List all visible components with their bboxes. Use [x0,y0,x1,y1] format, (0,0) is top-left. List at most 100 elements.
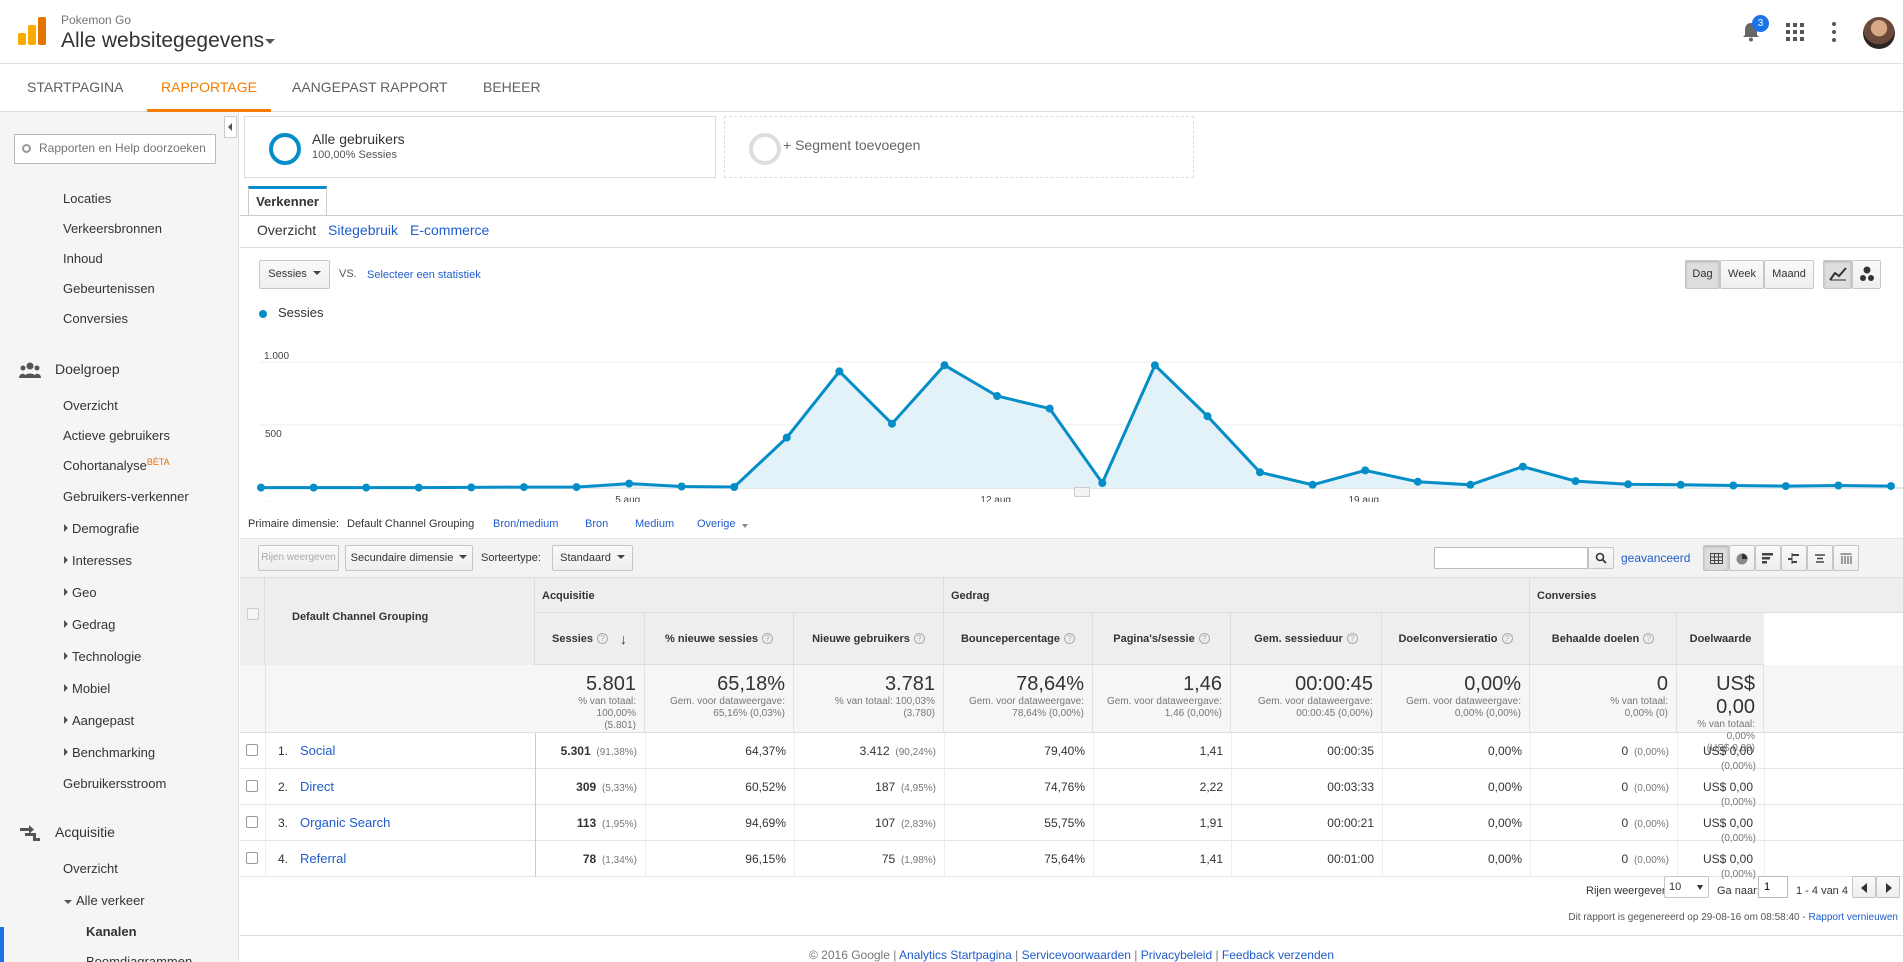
sidebar-item-aangepast[interactable]: Aangepast [64,713,134,728]
data-point[interactable] [1256,468,1264,477]
dimension-overige[interactable]: Overige [697,518,736,530]
sidebar-item-interesses[interactable]: Interesses [64,553,132,568]
col-nieuwe-gebruikers-header[interactable]: Nieuwe gebruikers? [794,613,944,665]
report-search-input[interactable] [14,134,216,164]
col-gem-sessieduur-header[interactable]: Gem. sessieduur? [1231,613,1382,665]
sidebar-item-benchmarking[interactable]: Benchmarking [64,745,155,760]
help-icon[interactable]: ? [1346,633,1358,644]
col-doelconversieratio-header[interactable]: Doelconversieratio? [1382,613,1530,665]
sidebar-item-cohortanalyse[interactable]: CohortanalyseBÈTA [63,457,170,473]
metric-select[interactable]: Sessies [259,260,330,289]
col-doelwaarde-header[interactable]: Doelwaarde [1677,613,1764,665]
caret-down-icon[interactable] [265,39,275,44]
data-point[interactable] [1729,481,1738,490]
dimension-bron-medium[interactable]: Bron/medium [493,518,559,530]
help-icon[interactable]: ? [1501,633,1513,644]
view-pivot-button[interactable] [1833,545,1859,571]
analytics-logo[interactable] [18,17,46,45]
data-point[interactable] [782,433,791,442]
data-point[interactable] [1361,466,1370,475]
motion-chart-button[interactable] [1852,260,1881,289]
sidebar-item-conversies[interactable]: Conversies [63,311,129,326]
sidebar-item-gebruikersstroom[interactable]: Gebruikersstroom [63,776,167,791]
row-checkbox[interactable] [246,744,258,756]
subtab-link[interactable]: Sitegebruik [328,222,399,238]
data-point[interactable] [888,419,896,428]
channel-link[interactable]: Direct [300,779,334,794]
segment-all-users[interactable]: Alle gebruikers 100,00% Sessies [244,116,716,178]
col-paginas-sessie-header[interactable]: Pagina's/sessie? [1093,613,1231,665]
help-icon[interactable]: ? [596,633,608,644]
data-point[interactable] [257,483,265,492]
report-search-field[interactable] [39,141,211,155]
sidebar-item-geo[interactable]: Geo [64,585,97,600]
footer-link-privacy[interactable]: Privacybeleid [1140,948,1213,962]
collapse-sidebar-button[interactable] [224,116,237,138]
subtab-link[interactable]: E-commerce [410,222,490,238]
goto-page-input[interactable] [1758,876,1788,898]
sidebar-item-inhoud[interactable]: Inhoud [63,251,103,266]
col-sessies-header[interactable]: Sessies? ↓ [535,613,645,665]
sidebar-item-acq-overzicht[interactable]: Overzicht [63,861,118,876]
data-point[interactable] [1676,480,1685,489]
sidebar-item-gedrag[interactable]: Gedrag [64,617,115,632]
period-dag-button[interactable]: Dag [1685,260,1720,289]
sidebar-item-gebeurtenissen[interactable]: Gebeurtenissen [63,281,155,296]
channel-link[interactable]: Organic Search [300,815,391,830]
col-bouncepercentage-header[interactable]: Bouncepercentage? [944,613,1093,665]
data-point[interactable] [572,483,581,492]
help-icon[interactable]: ? [761,633,773,644]
channel-link[interactable]: Social [300,743,336,758]
period-maand-button[interactable]: Maand [1764,260,1814,289]
footer-link-feedback[interactable]: Feedback verzenden [1221,948,1334,962]
sidebar-item-alle-verkeer[interactable]: Alle verkeer [64,893,145,908]
data-point[interactable] [1098,479,1107,487]
footer-link-terms[interactable]: Servicevoorwaarden [1021,948,1131,962]
col-behaalde-doelen-header[interactable]: Behaalde doelen? [1530,613,1677,665]
sidebar-item-demografie[interactable]: Demografie [64,521,139,536]
help-icon[interactable]: ? [1643,633,1655,644]
view-pie-button[interactable] [1729,545,1755,571]
help-icon[interactable]: ? [1064,633,1076,644]
data-point[interactable] [993,392,1002,400]
data-point[interactable] [1150,361,1159,370]
more-vert-icon[interactable] [1832,22,1836,42]
data-point[interactable] [1308,480,1317,489]
tab-rapportage[interactable]: RAPPORTAGE [147,64,271,112]
sidebar-item-gebruikers-verkenner[interactable]: Gebruikers-verkenner [63,489,189,504]
data-point[interactable] [1887,482,1895,491]
data-point[interactable] [414,483,423,492]
data-point[interactable] [677,482,686,491]
table-search-button[interactable] [1588,547,1614,569]
refresh-report-link[interactable]: Rapport vernieuwen [1808,912,1899,923]
chart-resize-handle[interactable] [1074,487,1090,497]
view-comparison-button[interactable] [1781,545,1807,571]
sidebar-section-doelgroep[interactable]: Doelgroep [55,361,120,377]
data-point[interactable] [1203,412,1212,421]
view-table-button[interactable] [1703,545,1729,571]
tab-beheer[interactable]: BEHEER [483,79,541,95]
data-point[interactable] [1834,481,1843,490]
data-point[interactable] [1624,480,1633,489]
sidebar-item-technologie[interactable]: Technologie [64,649,141,664]
select-all-checkbox[interactable] [247,608,259,620]
advanced-filter-link[interactable]: geavanceerd [1621,551,1691,565]
sidebar-item-boomdiagrammen[interactable]: Boomdiagrammen [86,954,193,962]
secondary-dimension-select[interactable]: Secundaire dimensie [345,545,473,571]
sidebar-section-acquisitie[interactable]: Acquisitie [55,824,115,840]
data-point[interactable] [467,483,476,492]
subtab-e-commerce[interactable]: E-commerce [410,222,489,238]
tab-startpagina[interactable]: STARTPAGINA [27,79,124,95]
data-point[interactable] [1781,482,1790,491]
add-segment-button[interactable]: + Segment toevoegen [724,116,1194,178]
view-term-cloud-button[interactable] [1807,545,1833,571]
tab-verkenner[interactable]: Verkenner [248,186,327,216]
sidebar-item-locaties[interactable]: Locaties [63,191,112,206]
sidebar-item-overzicht[interactable]: Overzicht [63,398,118,413]
data-point[interactable] [1413,477,1422,486]
avatar[interactable] [1863,17,1895,49]
dimension-bron[interactable]: Bron [585,518,609,530]
data-point[interactable] [940,361,949,370]
tab-aangepast-rapport[interactable]: AANGEPAST RAPPORT [292,79,448,95]
channel-link[interactable]: Referral [300,851,347,866]
